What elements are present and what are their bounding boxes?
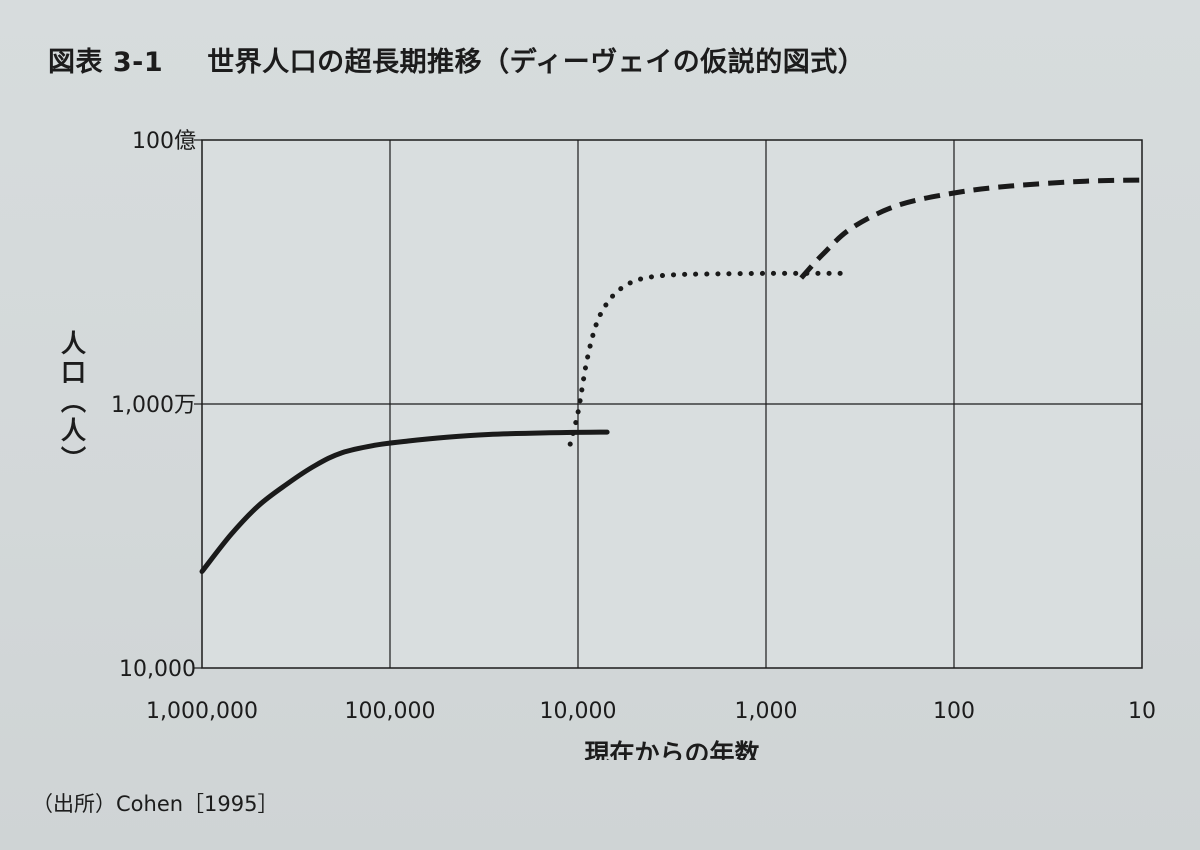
y-axis-title: 人口（人） xyxy=(58,330,87,475)
x-axis-ticks: 1,000,000 100,000 10,000 1,000 100 10 xyxy=(146,699,1156,724)
x-axis-title: 現在からの年数 xyxy=(584,739,760,760)
population-chart: 1,000,000 100,000 10,000 1,000 100 10 10,0001… xyxy=(58,129,1157,760)
figure-title-text: 世界人口の超長期推移（ディーヴェイの仮説的図式） xyxy=(207,47,866,78)
series-layer xyxy=(199,177,1143,574)
grid-lines xyxy=(202,140,1142,668)
y-tick-label: 100億 xyxy=(132,129,196,154)
x-tick-label: 10,000 xyxy=(540,699,617,724)
y-axis-ticks: 10,000 1,000万 100億 xyxy=(111,129,202,682)
series-line-solid xyxy=(199,429,610,574)
x-tick-label: 100,000 xyxy=(345,699,436,724)
figure-title: 図表 3-1 世界人口の超長期推移（ディーヴェイの仮説的図式） xyxy=(48,40,865,79)
x-tick-label: 100 xyxy=(933,699,975,724)
source-note: （出所）Cohen［1995］ xyxy=(32,792,279,816)
figure-number: 図表 3-1 xyxy=(48,47,164,78)
x-tick-label: 1,000 xyxy=(735,699,798,724)
y-tick-label: 10,000 xyxy=(119,657,196,682)
x-tick-label: 10 xyxy=(1128,699,1156,724)
series-line-dashed xyxy=(799,177,1143,280)
x-tick-label: 1,000,000 xyxy=(146,699,258,724)
y-tick-label: 1,000万 xyxy=(111,393,196,418)
